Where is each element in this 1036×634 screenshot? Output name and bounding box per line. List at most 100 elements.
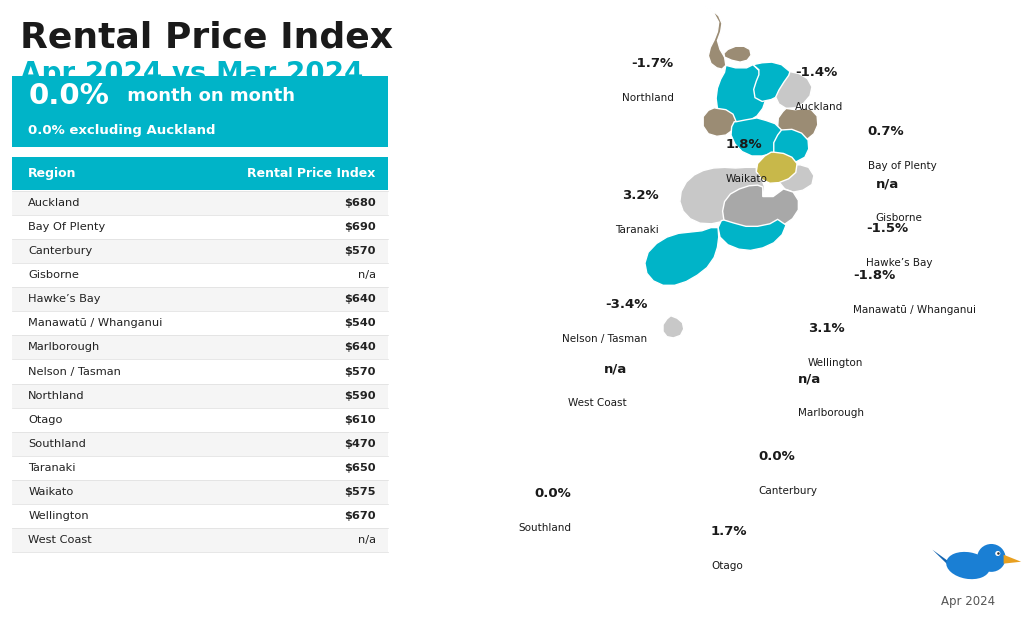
Polygon shape xyxy=(680,167,765,224)
Polygon shape xyxy=(1004,555,1021,564)
Text: -1.7%: -1.7% xyxy=(631,56,673,70)
Text: Manawatū / Whanganui: Manawatū / Whanganui xyxy=(854,305,976,315)
Ellipse shape xyxy=(946,552,989,579)
Text: -1.4%: -1.4% xyxy=(796,66,837,79)
Text: 1.7%: 1.7% xyxy=(711,524,747,538)
Text: 0.0% excluding Auckland: 0.0% excluding Auckland xyxy=(28,124,215,137)
FancyBboxPatch shape xyxy=(12,191,387,215)
Text: $570: $570 xyxy=(344,246,376,256)
Text: Waikato: Waikato xyxy=(725,174,767,184)
Text: Canterbury: Canterbury xyxy=(758,486,817,496)
Text: Region: Region xyxy=(28,167,77,180)
Text: $680: $680 xyxy=(344,198,376,208)
Polygon shape xyxy=(753,62,793,101)
Text: Rental Price Index: Rental Price Index xyxy=(248,167,376,180)
Text: Nelson / Tasman: Nelson / Tasman xyxy=(563,333,648,344)
Text: 0.0%: 0.0% xyxy=(758,450,796,463)
FancyBboxPatch shape xyxy=(12,287,387,311)
Polygon shape xyxy=(663,316,684,338)
Text: Wellington: Wellington xyxy=(808,358,863,368)
Text: Wellington: Wellington xyxy=(28,511,89,521)
Text: month on month: month on month xyxy=(121,87,295,105)
Text: Taranaki: Taranaki xyxy=(28,463,76,473)
Text: Auckland: Auckland xyxy=(796,102,843,112)
FancyBboxPatch shape xyxy=(12,432,387,456)
FancyBboxPatch shape xyxy=(12,76,387,147)
FancyBboxPatch shape xyxy=(12,408,387,432)
Text: $540: $540 xyxy=(344,318,376,328)
Text: 3.2%: 3.2% xyxy=(623,188,659,202)
Polygon shape xyxy=(778,108,817,143)
FancyBboxPatch shape xyxy=(12,239,387,263)
FancyBboxPatch shape xyxy=(12,335,387,359)
Text: n/a: n/a xyxy=(357,535,376,545)
Polygon shape xyxy=(932,550,949,566)
Text: n/a: n/a xyxy=(798,372,821,385)
Text: Nelson / Tasman: Nelson / Tasman xyxy=(28,366,121,377)
FancyBboxPatch shape xyxy=(12,359,387,384)
FancyBboxPatch shape xyxy=(12,456,387,480)
Text: Canterbury: Canterbury xyxy=(28,246,92,256)
FancyBboxPatch shape xyxy=(12,528,387,552)
Text: West Coast: West Coast xyxy=(568,398,627,408)
Text: Northland: Northland xyxy=(28,391,85,401)
Polygon shape xyxy=(716,65,766,124)
Circle shape xyxy=(996,551,1001,556)
Polygon shape xyxy=(731,118,783,156)
Circle shape xyxy=(977,544,1006,572)
Polygon shape xyxy=(706,6,726,69)
Text: Northland: Northland xyxy=(622,93,673,103)
Text: $650: $650 xyxy=(344,463,376,473)
Text: $590: $590 xyxy=(344,391,376,401)
Text: Manawatū / Whanganui: Manawatū / Whanganui xyxy=(28,318,163,328)
FancyBboxPatch shape xyxy=(12,384,387,408)
Text: Rental Price Index: Rental Price Index xyxy=(21,20,394,55)
Text: Apr 2024 vs Mar 2024: Apr 2024 vs Mar 2024 xyxy=(21,60,364,88)
Polygon shape xyxy=(774,129,809,163)
Text: $575: $575 xyxy=(344,487,376,497)
Text: Marlborough: Marlborough xyxy=(798,408,864,418)
Text: 3.1%: 3.1% xyxy=(808,321,844,335)
Text: Otago: Otago xyxy=(711,560,743,571)
Polygon shape xyxy=(776,72,812,108)
FancyBboxPatch shape xyxy=(12,215,387,239)
Text: Southland: Southland xyxy=(518,522,571,533)
Text: $570: $570 xyxy=(344,366,376,377)
Text: $470: $470 xyxy=(344,439,376,449)
Polygon shape xyxy=(703,108,737,136)
Text: $610: $610 xyxy=(344,415,376,425)
Text: 0.0%: 0.0% xyxy=(28,82,109,110)
FancyBboxPatch shape xyxy=(12,504,387,528)
Text: Hawke’s Bay: Hawke’s Bay xyxy=(866,257,932,268)
Text: $640: $640 xyxy=(344,342,376,353)
Text: Taranaki: Taranaki xyxy=(615,224,659,235)
Text: -1.5%: -1.5% xyxy=(866,221,909,235)
Text: Hawke’s Bay: Hawke’s Bay xyxy=(28,294,100,304)
Text: $690: $690 xyxy=(344,222,376,232)
Polygon shape xyxy=(724,46,751,62)
FancyBboxPatch shape xyxy=(12,311,387,335)
Text: n/a: n/a xyxy=(604,362,627,375)
Text: Waikato: Waikato xyxy=(28,487,74,497)
Circle shape xyxy=(998,552,1000,555)
FancyBboxPatch shape xyxy=(12,480,387,504)
Text: Marlborough: Marlborough xyxy=(28,342,100,353)
Text: -1.8%: -1.8% xyxy=(854,269,896,282)
Text: Southland: Southland xyxy=(28,439,86,449)
Text: Auckland: Auckland xyxy=(28,198,81,208)
Text: $670: $670 xyxy=(344,511,376,521)
Text: West Coast: West Coast xyxy=(28,535,92,545)
Text: 0.7%: 0.7% xyxy=(868,125,904,138)
Text: Otago: Otago xyxy=(28,415,63,425)
Polygon shape xyxy=(723,185,799,234)
Text: Gisborne: Gisborne xyxy=(875,213,922,223)
Polygon shape xyxy=(718,219,786,250)
Text: 1.8%: 1.8% xyxy=(725,138,761,151)
Polygon shape xyxy=(756,152,797,183)
Text: $640: $640 xyxy=(344,294,376,304)
Text: n/a: n/a xyxy=(357,270,376,280)
Text: -3.4%: -3.4% xyxy=(605,297,648,311)
Text: n/a: n/a xyxy=(875,177,898,190)
Polygon shape xyxy=(779,165,814,192)
Polygon shape xyxy=(644,228,719,285)
